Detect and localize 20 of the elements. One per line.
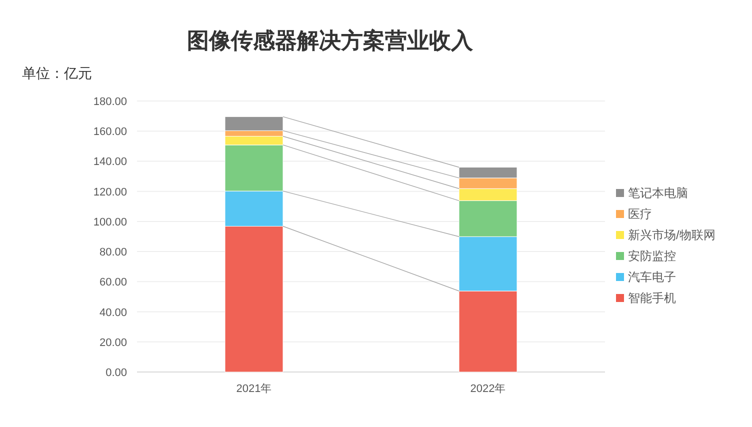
- y-tick-label: 40.00: [99, 306, 127, 319]
- legend-label: 笔记本电脑: [628, 186, 688, 200]
- y-tick-label: 160.00: [93, 126, 127, 138]
- y-tick-label: 140.00: [93, 156, 127, 168]
- legend-label: 汽车电子: [628, 270, 676, 284]
- y-tick-label: 120.00: [93, 186, 127, 198]
- legend-label: 新兴市场/物联网: [628, 228, 716, 242]
- y-tick-label: 20.00: [99, 336, 127, 349]
- y-tick-label: 0.00: [106, 367, 127, 379]
- legend-label: 智能手机: [628, 291, 676, 305]
- chart-subtitle: 单位：亿元: [22, 65, 92, 81]
- chart-title: 图像传感器解决方案营业收入: [187, 28, 474, 53]
- y-tick-label: 80.00: [99, 246, 127, 259]
- y-tick-label: 100.00: [93, 216, 127, 228]
- y-tick-label: 60.00: [99, 276, 127, 289]
- x-tick-label: 2022年: [470, 383, 506, 395]
- legend-label: 安防监控: [628, 249, 676, 263]
- x-tick-label: 2021年: [236, 383, 272, 395]
- legend-label: 医疗: [628, 207, 652, 221]
- y-tick-label: 180.00: [93, 96, 127, 108]
